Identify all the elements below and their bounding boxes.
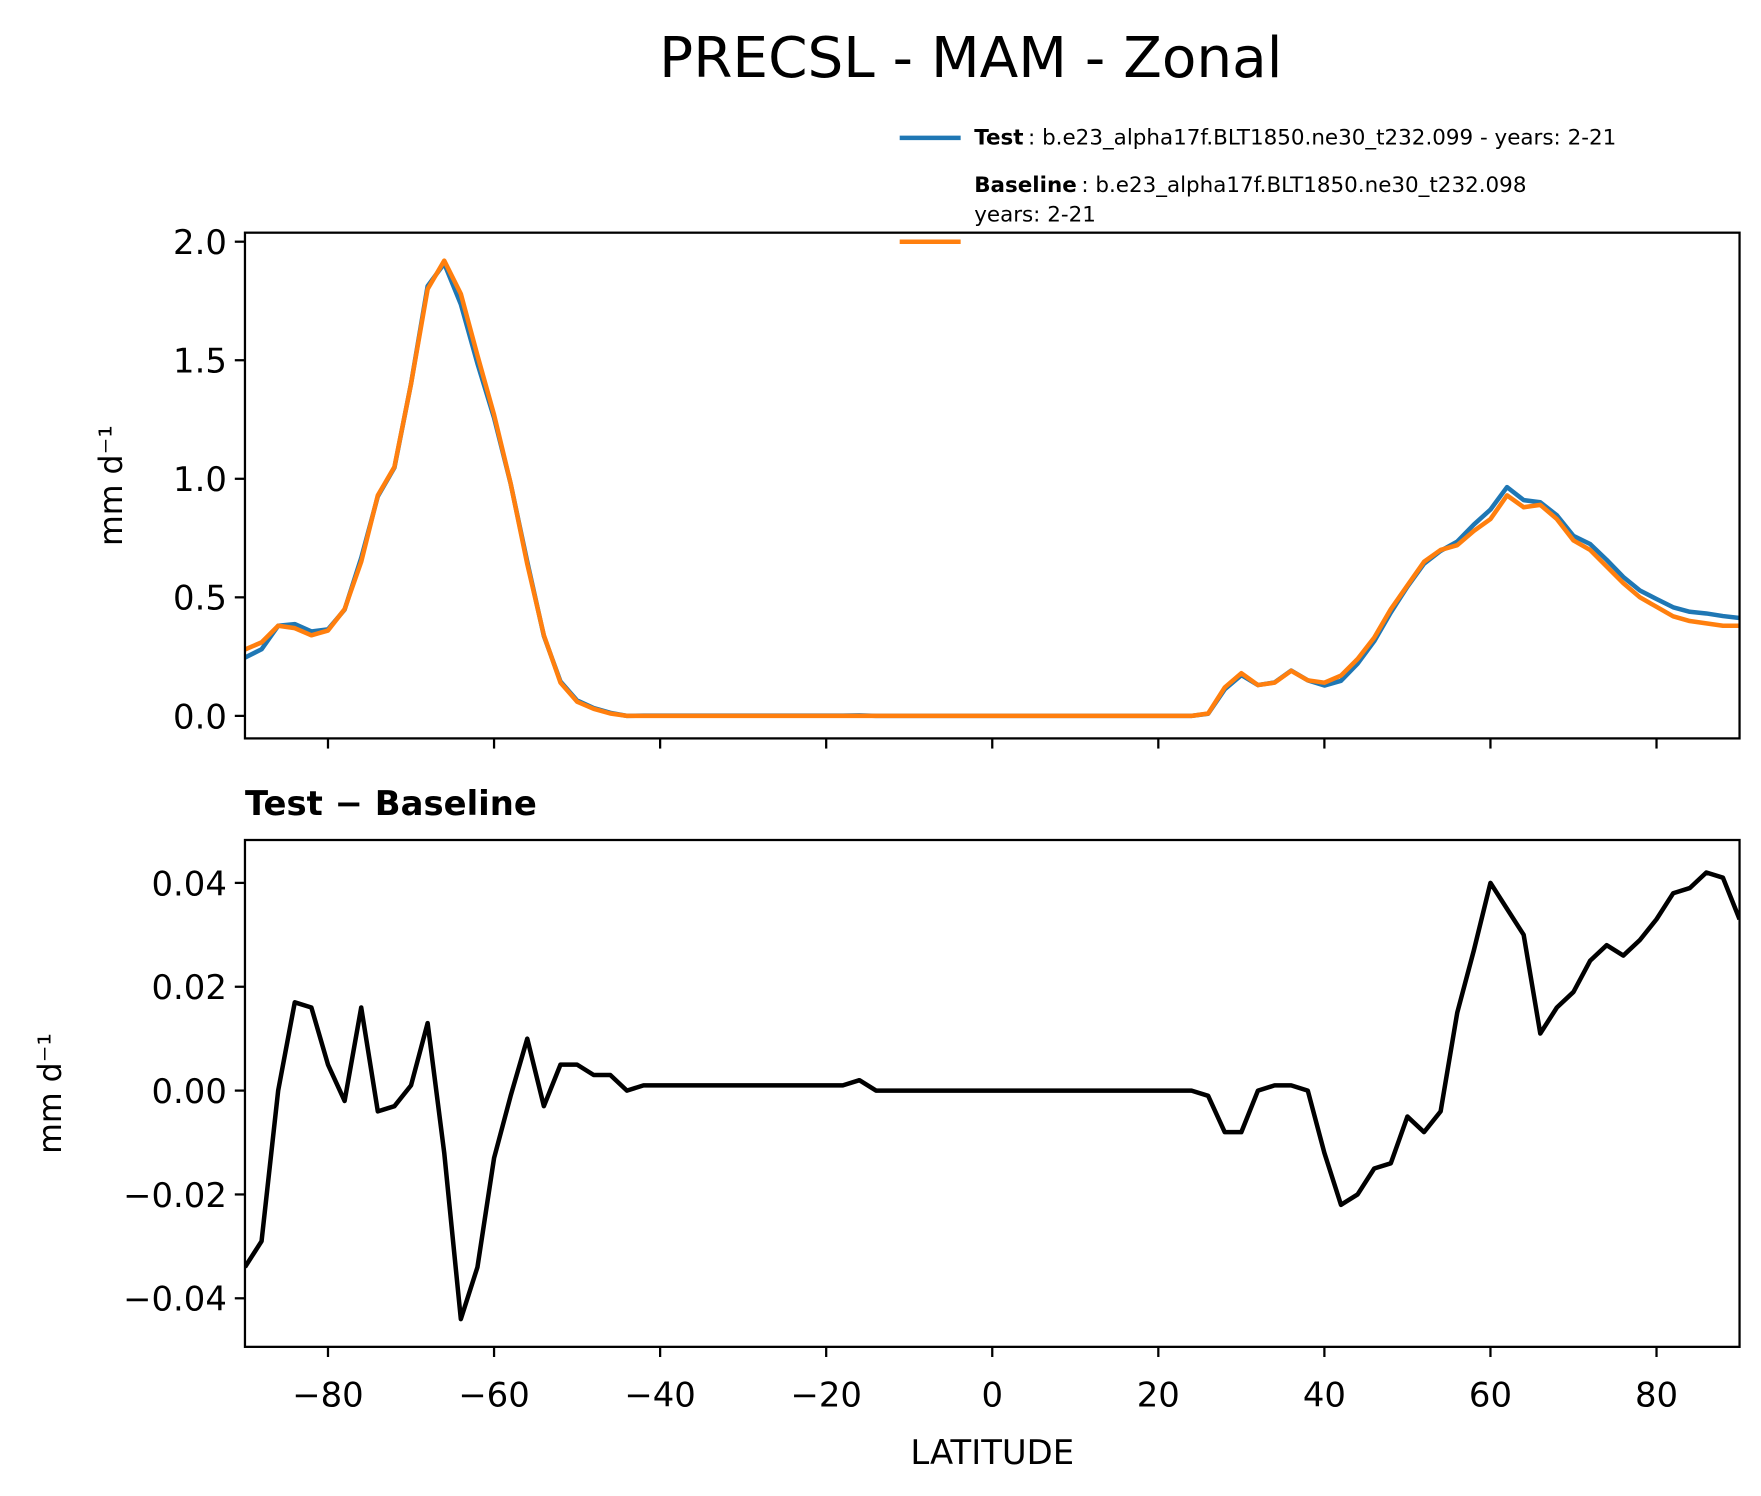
y-axis-label: mm d⁻¹ xyxy=(94,425,130,546)
y-tick-label: 2.0 xyxy=(173,223,227,262)
y-tick-label: 1.0 xyxy=(173,460,227,499)
y-tick-label: −0.02 xyxy=(123,1176,227,1215)
data-line xyxy=(244,258,1740,719)
axes-title: Test − Baseline xyxy=(245,784,537,823)
x-tick-label: 20 xyxy=(1137,1376,1180,1415)
y-tick-label: 1.5 xyxy=(173,342,227,381)
x-tick-label: −20 xyxy=(790,1376,861,1415)
y-tick-label: 0.0 xyxy=(173,697,227,736)
y-axis-label: mm d⁻¹ xyxy=(33,1033,69,1154)
figure-title: PRECSL - MAM - Zonal xyxy=(659,26,1282,91)
x-tick-label: 60 xyxy=(1469,1376,1512,1415)
x-tick-label: −80 xyxy=(292,1376,363,1415)
x-tick-label: 40 xyxy=(1303,1376,1346,1415)
x-tick-label: 80 xyxy=(1635,1376,1678,1415)
legend-text: : b.e23_alpha17f.BLT1850.ne30_t232.098 xyxy=(1081,173,1526,198)
data-line xyxy=(244,870,1740,1322)
legend-text: : b.e23_alpha17f.BLT1850.ne30_t232.099 -… xyxy=(1028,126,1616,151)
legend-name: Test xyxy=(974,126,1023,151)
x-tick-label: 0 xyxy=(981,1376,1003,1415)
y-tick-label: −0.04 xyxy=(123,1280,227,1319)
x-axis-label: LATITUDE xyxy=(910,1433,1074,1472)
legend-name: Baseline xyxy=(974,173,1077,198)
y-tick-label: 0.02 xyxy=(152,968,227,1007)
legend-text: years: 2-21 xyxy=(974,202,1096,227)
y-tick-label: 0.00 xyxy=(152,1072,227,1111)
legend-entry: Baseline: b.e23_alpha17f.BLT1850.ne30_t2… xyxy=(974,173,1526,198)
x-tick-label: −40 xyxy=(624,1376,695,1415)
x-tick-label: −60 xyxy=(458,1376,529,1415)
y-tick-label: 0.04 xyxy=(152,864,227,903)
y-tick-label: 0.5 xyxy=(173,579,227,618)
legend-entry: Test: b.e23_alpha17f.BLT1850.ne30_t232.0… xyxy=(974,126,1616,151)
